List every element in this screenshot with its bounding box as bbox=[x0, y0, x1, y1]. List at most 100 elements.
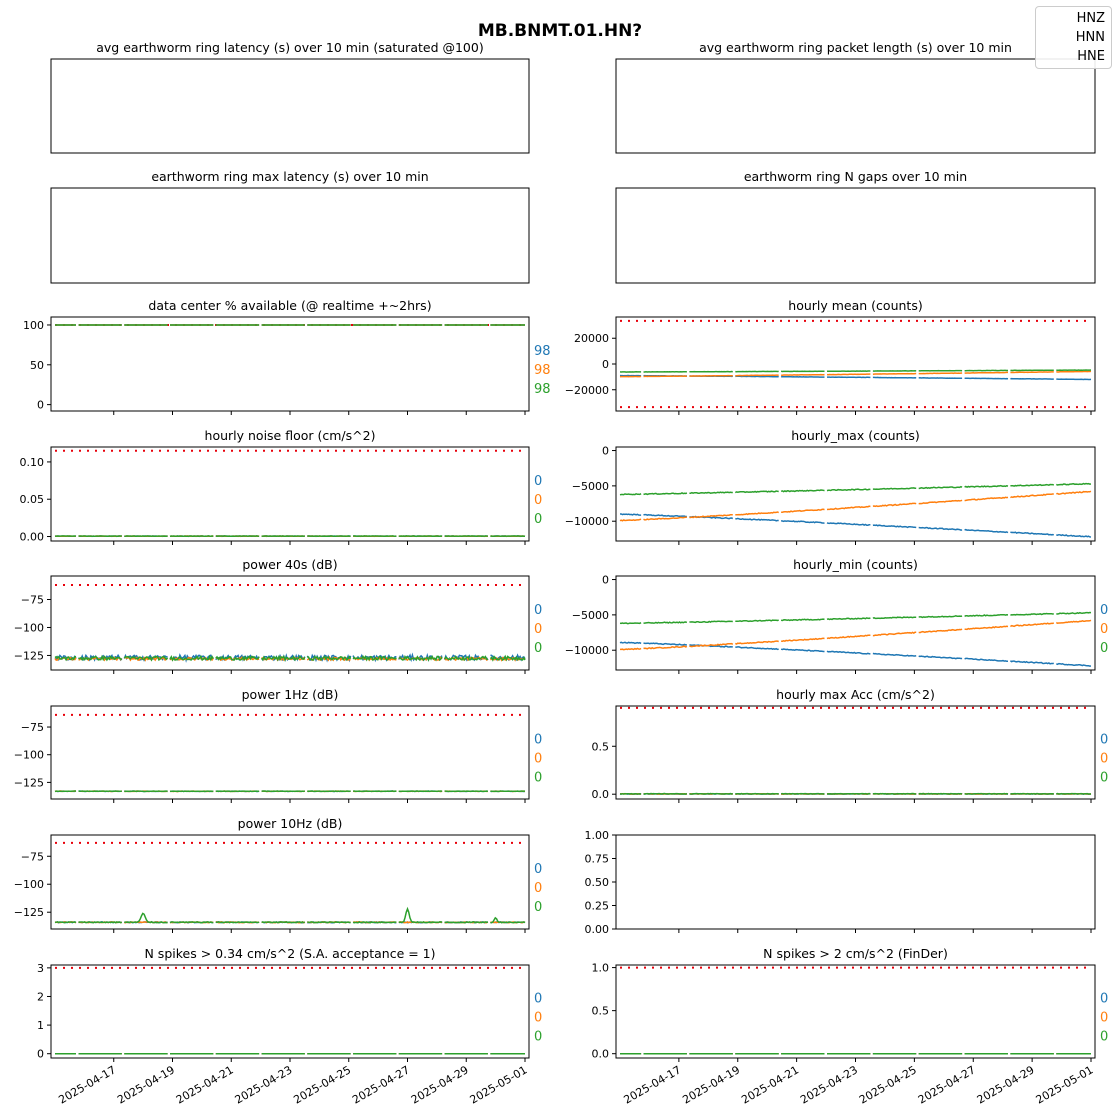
panel-ew_packet: avg earthworm ring packet length (s) ove… bbox=[615, 40, 1096, 154]
axes-frame bbox=[615, 964, 1096, 1059]
axes-frame bbox=[50, 575, 530, 671]
side-value-hnz: 0 bbox=[1100, 603, 1108, 618]
panel-power_10hz: power 10Hz (dB) −125 −100 −75 0 0 0 bbox=[14, 816, 542, 933]
x-tick-label: 2025-04-19 bbox=[680, 1063, 742, 1106]
y-tick-label: 1.00 bbox=[585, 829, 610, 842]
y-tick-label: 0.05 bbox=[20, 493, 45, 506]
panel-hourly_max: hourly_max (counts) −10000 −5000 0 bbox=[565, 428, 1096, 545]
y-tick-label: 0.25 bbox=[585, 900, 610, 913]
side-value-hnz: 98 bbox=[534, 344, 551, 359]
y-tick-label: 0.0 bbox=[592, 788, 610, 801]
y-tick-label: 0.50 bbox=[585, 876, 610, 889]
axes-frame bbox=[50, 316, 530, 412]
side-value-hnn: 0 bbox=[1100, 1011, 1108, 1026]
y-tick-label: −75 bbox=[21, 850, 44, 863]
series-line-hnz bbox=[620, 513, 1092, 538]
series-line-hne bbox=[54, 790, 525, 793]
side-value-hnn: 0 bbox=[534, 493, 542, 508]
series-line-hnn bbox=[619, 490, 1092, 522]
x-tick-label: 2025-04-23 bbox=[798, 1063, 860, 1106]
y-tick-label: 0.5 bbox=[592, 1005, 610, 1018]
y-tick-label: 50 bbox=[30, 359, 44, 372]
panel-ew_gaps: earthworm ring N gaps over 10 min bbox=[615, 169, 1096, 284]
y-tick-label: −100 bbox=[14, 621, 44, 634]
side-value-hnz: 0 bbox=[534, 992, 542, 1007]
side-value-hnz: 0 bbox=[534, 733, 542, 748]
x-tick-label: 2025-04-23 bbox=[233, 1063, 295, 1106]
side-value-hne: 0 bbox=[534, 1030, 542, 1045]
y-tick-label: 20000 bbox=[574, 332, 609, 345]
y-tick-label: 2 bbox=[37, 990, 44, 1003]
panel-title: earthworm ring N gaps over 10 min bbox=[744, 169, 967, 184]
axes-frame bbox=[50, 187, 530, 284]
panel-title: data center % available (@ realtime +~2h… bbox=[148, 298, 431, 313]
panel-spikes_034: N spikes > 0.34 cm/s^2 (S.A. acceptance … bbox=[37, 946, 542, 1107]
y-tick-label: 0 bbox=[602, 574, 609, 587]
y-tick-label: −100 bbox=[14, 749, 44, 762]
series-line-hne bbox=[619, 792, 1091, 795]
side-value-hne: 0 bbox=[534, 900, 542, 915]
side-value-hnn: 0 bbox=[1100, 622, 1108, 637]
y-tick-label: −20000 bbox=[565, 384, 609, 397]
axes-frame bbox=[615, 58, 1096, 154]
y-tick-label: 0.75 bbox=[585, 853, 610, 866]
axes-frame bbox=[50, 964, 530, 1059]
panel-title: earthworm ring max latency (s) over 10 m… bbox=[151, 169, 428, 184]
x-tick-label: 2025-04-21 bbox=[739, 1063, 801, 1106]
panel-hourly_mean: hourly mean (counts) −20000 0 20000 bbox=[565, 298, 1096, 415]
x-tick-label: 2025-04-27 bbox=[350, 1063, 412, 1106]
side-value-hne: 0 bbox=[1100, 771, 1108, 786]
y-tick-label: 0.00 bbox=[20, 531, 45, 544]
x-tick-label: 2025-04-27 bbox=[916, 1063, 978, 1106]
panel-title: N spikes > 0.34 cm/s^2 (S.A. acceptance … bbox=[144, 946, 435, 961]
y-tick-label: −75 bbox=[21, 594, 44, 607]
legend: HNZ HNN HNE bbox=[1035, 6, 1112, 69]
panel-title: power 10Hz (dB) bbox=[238, 816, 343, 831]
legend-item-hnz: HNZ bbox=[1076, 11, 1105, 26]
side-value-hnn: 98 bbox=[534, 363, 551, 378]
side-value-hnn: 0 bbox=[534, 622, 542, 637]
panel-title: hourly noise floor (cm/s^2) bbox=[205, 428, 376, 443]
panel-hourly_min: hourly_min (counts) −10000 −5000 0 0 0 0 bbox=[565, 557, 1108, 674]
series-line-hnn bbox=[620, 619, 1092, 651]
y-tick-label: 100 bbox=[23, 319, 44, 332]
series-line-hne bbox=[619, 611, 1092, 625]
y-tick-label: −125 bbox=[14, 776, 44, 789]
side-value-hnn: 0 bbox=[534, 881, 542, 896]
side-value-hnz: 0 bbox=[1100, 733, 1108, 748]
side-value-hnz: 0 bbox=[534, 474, 542, 489]
panel-title: avg earthworm ring packet length (s) ove… bbox=[699, 40, 1012, 55]
y-tick-label: −10000 bbox=[565, 515, 609, 528]
y-tick-label: 0 bbox=[37, 1048, 44, 1061]
x-tick-label: 2025-05-01 bbox=[1034, 1063, 1096, 1106]
x-tick-label: 2025-05-01 bbox=[468, 1063, 530, 1106]
x-tick-label: 2025-04-17 bbox=[56, 1063, 118, 1106]
y-tick-label: 0.0 bbox=[592, 1048, 610, 1061]
y-tick-label: 0 bbox=[602, 358, 609, 371]
panel-ew_latency: avg earthworm ring latency (s) over 10 m… bbox=[50, 40, 530, 154]
legend-item-hne: HNE bbox=[1077, 49, 1105, 64]
panel-title: hourly_min (counts) bbox=[793, 557, 918, 572]
x-tick-label: 2025-04-29 bbox=[975, 1063, 1037, 1106]
side-value-hnz: 0 bbox=[534, 603, 542, 618]
y-tick-label: 0.5 bbox=[592, 740, 610, 753]
series-line-hnn bbox=[619, 370, 1092, 378]
panel-title: power 1Hz (dB) bbox=[242, 687, 339, 702]
panel-power_1hz: power 1Hz (dB) −125 −100 −75 0 0 0 bbox=[14, 687, 542, 803]
series-line-hne bbox=[619, 482, 1092, 496]
y-tick-label: 0.10 bbox=[20, 456, 45, 469]
x-tick-label: 2025-04-21 bbox=[174, 1063, 236, 1106]
axes-frame bbox=[615, 834, 1096, 930]
y-tick-label: 3 bbox=[37, 962, 44, 975]
panel-max_acc: hourly max Acc (cm/s^2) 0.0 0.5 0 0 0 bbox=[592, 687, 1108, 803]
panel-spikes_2: N spikes > 2 cm/s^2 (FinDer) 0.0 0.5 1.0 202… bbox=[592, 946, 1109, 1107]
panel-title: N spikes > 2 cm/s^2 (FinDer) bbox=[763, 946, 948, 961]
panel-ew_maxlat: earthworm ring max latency (s) over 10 m… bbox=[50, 169, 530, 284]
series-line-hne bbox=[54, 906, 526, 924]
x-tick-label: 2025-04-25 bbox=[857, 1063, 919, 1106]
panel-title: hourly mean (counts) bbox=[788, 298, 922, 313]
axes-frame bbox=[50, 705, 530, 800]
x-tick-label: 2025-04-19 bbox=[115, 1063, 177, 1106]
panel-availability: data center % available (@ realtime +~2h… bbox=[23, 298, 551, 415]
